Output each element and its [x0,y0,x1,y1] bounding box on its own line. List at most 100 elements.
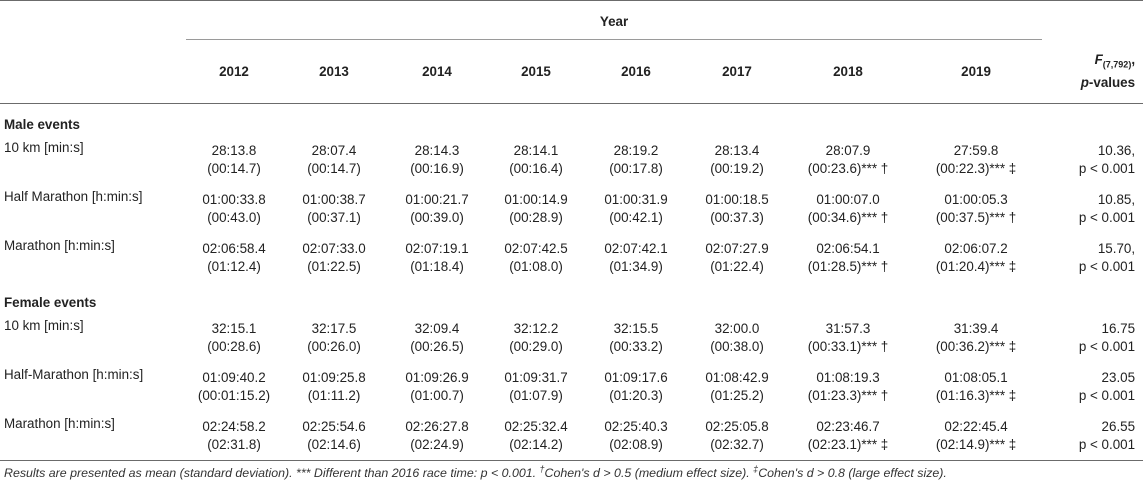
mean-value: 01:00:21.7 [405,191,469,207]
group-title: Female events [4,295,97,310]
mean-value: 02:25:32.4 [504,418,568,434]
sd-value: (00:01:15.2) [197,387,271,403]
table-row: Marathon [h:min:s] 02:24:58.2 (02:31.8) 02:… [0,411,1143,461]
f-comma: , [1131,52,1136,68]
event-label: Marathon [h:min:s] [4,238,115,253]
p-value: p < 0.001 [1078,160,1136,176]
mean-value: 01:08:05.1 [944,369,1008,385]
f-stat-cell: 16.75 p < 0.001 [1042,313,1143,362]
sd-value: (00:33.2) [609,338,663,354]
mean-value: 28:14.1 [513,142,559,158]
mean-value: 32:09.4 [414,320,460,336]
mean-value: 02:06:58.4 [202,240,266,256]
sd-value: (02:31.8) [207,436,261,452]
mean-value: 02:07:42.5 [504,240,568,256]
time-cell: 02:06:54.1 (01:28.5)*** † [786,233,910,282]
mean-value: 02:07:42.1 [604,240,668,256]
mean-value: 02:26:27.8 [405,418,469,434]
mean-value: 02:07:27.9 [705,240,769,256]
f-value: 23.05 [1101,369,1136,385]
sd-value: (00:17.8) [609,160,663,176]
sd-value: (00:42.1) [609,209,663,225]
sd-value: (02:08.9) [609,436,663,452]
time-cell: 02:06:58.4 (01:12.4) [186,233,282,282]
f-stat-cell: 15.70, p < 0.001 [1042,233,1143,282]
time-cell: 01:08:05.1 (01:16.3)*** ‡ [910,362,1042,411]
mean-value: 02:06:54.1 [816,240,880,256]
time-cell: 02:07:27.9 (01:22.4) [688,233,786,282]
f-value: 10.85, [1097,191,1136,207]
f-stat-cell: 23.05 p < 0.001 [1042,362,1143,411]
mean-value: 32:00.0 [714,320,760,336]
time-cell: 01:00:21.7 (00:39.0) [386,184,488,233]
sd-value: (00:39.0) [410,209,464,225]
time-cell: 02:26:27.8 (02:24.9) [386,411,488,461]
double-dagger-symbol: ‡ [753,464,759,474]
time-cell: 01:00:14.9 (00:28.9) [488,184,584,233]
mean-value: 01:00:18.5 [705,191,769,207]
mean-value: 27:59.8 [953,142,999,158]
f-value: 15.70, [1097,240,1136,256]
time-cell: 01:09:26.9 (01:00.7) [386,362,488,411]
sd-value: (00:28.9) [509,209,563,225]
mean-value: 01:09:25.8 [302,369,366,385]
p-value: p < 0.001 [1078,338,1136,354]
race-times-table: Year 2012 2013 2014 2015 2016 2017 2018 … [0,0,1143,461]
mean-value: 31:57.3 [825,320,871,336]
time-cell: 28:14.3 (00:16.9) [386,135,488,184]
year-col-header: 2015 [488,39,584,104]
time-cell: 01:08:19.3 (01:23.3)*** † [786,362,910,411]
time-cell: 02:07:19.1 (01:18.4) [386,233,488,282]
corner-cell [0,0,186,40]
sd-value: (01:28.5)*** † [807,258,889,274]
year-header: Year [186,0,1043,40]
sd-value: (00:26.0) [307,338,361,354]
event-label: 10 km [min:s] [4,140,84,155]
sd-value: (00:22.3)*** ‡ [935,160,1017,176]
p-suffix: -values [1088,75,1136,91]
mean-value: 02:06:07.2 [944,240,1008,256]
mean-value: 01:09:17.6 [604,369,668,385]
mean-value: 02:24:58.2 [202,418,266,434]
group-row: Female events [0,282,1143,313]
f-value: 10.36, [1097,142,1136,158]
time-cell: 28:14.1 (00:16.4) [488,135,584,184]
time-cell: 02:25:40.3 (02:08.9) [584,411,688,461]
p-value: p < 0.001 [1078,387,1136,403]
time-cell: 28:13.8 (00:14.7) [186,135,282,184]
sd-value: (01:22.4) [710,258,764,274]
time-cell: 01:00:05.3 (00:37.5)*** † [910,184,1042,233]
sd-value: (02:14.2) [509,436,563,452]
year-col-header: 2017 [688,39,786,104]
time-cell: 02:07:42.1 (01:34.9) [584,233,688,282]
time-cell: 01:00:18.5 (00:37.3) [688,184,786,233]
mean-value: 01:00:07.0 [816,191,880,207]
table-footnote: Results are presented as mean (standard … [4,464,947,480]
sd-value: (02:23.1)*** ‡ [807,436,889,452]
sd-value: (01:25.2) [710,387,764,403]
time-cell: 31:57.3 (00:33.1)*** † [786,313,910,362]
mean-value: 01:09:26.9 [405,369,469,385]
sd-value: (00:34.6)*** † [807,209,889,225]
year-col-header: 2018 [786,39,910,104]
time-cell: 32:17.5 (00:26.0) [282,313,386,362]
mean-value: 02:07:19.1 [405,240,469,256]
mean-value: 02:25:05.8 [705,418,769,434]
mean-value: 02:23:46.7 [816,418,880,434]
dagger-symbol: † [539,464,545,474]
mean-value: 28:13.8 [211,142,257,158]
year-col-header: 2012 [186,39,282,104]
p-value: p < 0.001 [1078,436,1136,452]
sd-value: (02:14.6) [307,436,361,452]
mean-value: 02:25:40.3 [604,418,668,434]
time-cell: 02:07:33.0 (01:22.5) [282,233,386,282]
mean-value: 02:22:45.4 [944,418,1008,434]
event-label: 10 km [min:s] [4,318,84,333]
sd-value: (01:20.4)*** ‡ [935,258,1017,274]
corner-cell-2 [0,39,186,104]
sd-value: (00:38.0) [710,338,764,354]
mean-value: 28:13.4 [714,142,760,158]
time-cell: 01:09:25.8 (01:11.2) [282,362,386,411]
time-cell: 32:12.2 (00:29.0) [488,313,584,362]
time-cell: 32:00.0 (00:38.0) [688,313,786,362]
